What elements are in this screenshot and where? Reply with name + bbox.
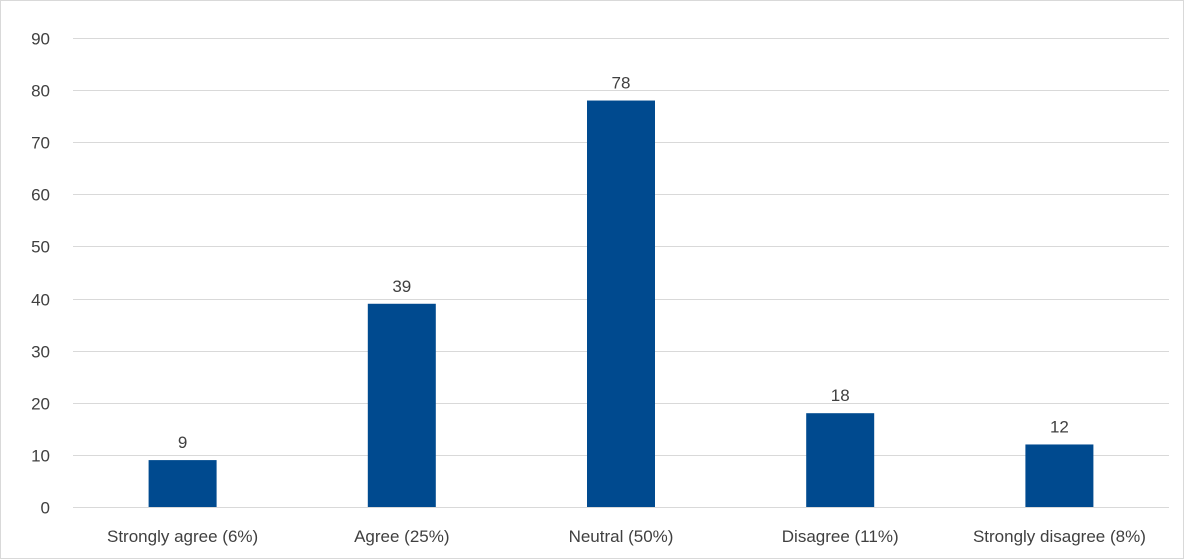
data-label-3: 18 <box>831 386 850 405</box>
bar-0 <box>148 460 217 507</box>
y-tick-label-80: 80 <box>31 82 50 101</box>
bar-2 <box>587 100 655 508</box>
bars <box>148 100 1094 508</box>
data-label-0: 9 <box>178 433 187 452</box>
x-tick-label-4: Strongly disagree (8%) <box>973 527 1146 546</box>
y-tick-label-10: 10 <box>31 447 50 466</box>
y-tick-label-20: 20 <box>31 395 50 414</box>
data-labels: 9 39 78 18 12 <box>178 74 1069 453</box>
y-tick-label-60: 60 <box>31 186 50 205</box>
x-axis-tick-labels: Strongly agree (6%) Agree (25%) Neutral (5… <box>107 527 1146 546</box>
data-label-1: 39 <box>392 277 411 296</box>
bar-4 <box>1025 444 1094 507</box>
data-label-4: 12 <box>1050 417 1069 436</box>
x-tick-label-1: Agree (25%) <box>354 527 449 546</box>
y-tick-label-90: 90 <box>31 30 50 49</box>
x-tick-label-2: Neutral (50%) <box>569 527 674 546</box>
data-label-2: 78 <box>612 74 631 93</box>
y-tick-label-70: 70 <box>31 134 50 153</box>
y-axis-tick-labels: 0 10 20 30 40 50 60 70 80 90 <box>31 30 50 518</box>
y-tick-label-30: 30 <box>31 343 50 362</box>
bar-3 <box>806 413 875 507</box>
y-tick-label-40: 40 <box>31 291 50 310</box>
x-tick-label-3: Disagree (11%) <box>782 527 899 546</box>
x-tick-label-0: Strongly agree (6%) <box>107 527 258 546</box>
y-tick-label-50: 50 <box>31 238 50 257</box>
bar-1 <box>367 303 436 507</box>
y-tick-label-0: 0 <box>41 499 50 518</box>
